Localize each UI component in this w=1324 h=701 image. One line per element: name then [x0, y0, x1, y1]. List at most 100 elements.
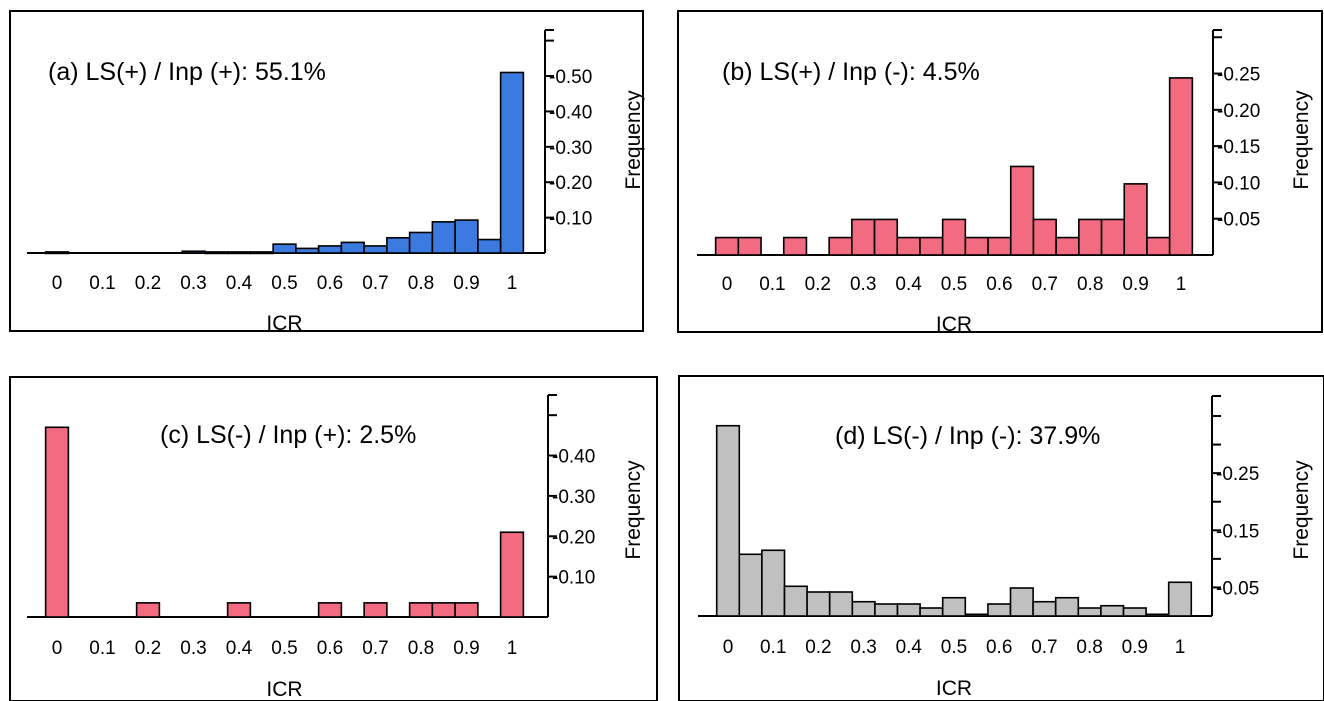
x-tick-label: 0 — [52, 273, 63, 294]
y-tick-label: -0.40 — [549, 102, 592, 123]
x-tick-label: 0.6 — [317, 273, 343, 294]
x-tick-label: 0.1 — [89, 638, 115, 659]
panel-title: (a) LS(+) / Inp (+): 55.1% — [48, 58, 326, 86]
x-tick-label: 0.9 — [453, 273, 479, 294]
histogram-bar — [828, 236, 853, 256]
x-tick-label: 1 — [1176, 274, 1187, 295]
panel-c: 0 0.1 0.2 0.3 0.4 0.5 0.6 0.7 0.8 0.9 1 -0.10 -0.20 -… — [9, 376, 658, 701]
x-tick-label: 0.5 — [271, 273, 297, 294]
histogram-bar — [1167, 581, 1193, 617]
histogram-bar — [896, 603, 921, 617]
histogram-bar — [964, 236, 989, 256]
histogram-bar — [783, 585, 808, 617]
x-tick-label: 0.4 — [226, 638, 253, 659]
histogram-bar — [340, 241, 365, 254]
histogram-bar — [431, 221, 456, 254]
histogram-bar — [408, 231, 434, 254]
y-axis-label: Frequency — [1290, 90, 1313, 190]
histogram-bar — [851, 600, 876, 617]
histogram-bar — [204, 251, 229, 255]
x-tick-label: 0.8 — [408, 273, 434, 294]
histogram-bar — [987, 236, 1012, 256]
panel-frame — [9, 10, 644, 332]
panel-d: 0 0.1 0.2 0.3 0.4 0.5 0.6 0.7 0.8 0.9 1 -0.05 -0.15 -… — [678, 375, 1324, 701]
x-tick-label: 0.7 — [1032, 274, 1058, 295]
x-tick-label: 0.4 — [896, 637, 923, 658]
x-tick-label: 1 — [1175, 637, 1186, 658]
histogram-bar — [874, 603, 899, 617]
y-tick-label: -0.15 — [1216, 521, 1259, 542]
y-tick-label: -0.10 — [549, 209, 592, 230]
x-tick-label: 0.8 — [408, 638, 434, 659]
x-tick-label: 0.8 — [1076, 637, 1102, 658]
histogram-bar — [249, 251, 274, 255]
y-axis-label: Frequency — [622, 460, 645, 560]
x-tick-label: 0.2 — [805, 274, 831, 295]
histogram-bar — [896, 236, 921, 256]
histogram-bar — [1168, 77, 1194, 256]
histogram-bar — [1032, 218, 1057, 256]
histogram-bar — [1009, 165, 1035, 256]
x-tick-label: 0 — [723, 637, 734, 658]
histogram-bar — [715, 424, 741, 617]
x-tick-label: 0.2 — [135, 638, 161, 659]
y-tick-label: -0.30 — [552, 487, 595, 508]
x-tick-label: 0.3 — [180, 273, 206, 294]
x-tick-label: 0.6 — [986, 637, 1012, 658]
histogram-bar — [499, 71, 525, 254]
x-tick-label: 0.7 — [362, 638, 388, 659]
x-axis-label: ICR — [936, 313, 972, 336]
x-tick-label: 0.9 — [1122, 637, 1148, 658]
panel-b: 0 0.1 0.2 0.3 0.4 0.5 0.6 0.7 0.8 0.9 1 -0.05 -0.10 -… — [677, 10, 1323, 336]
histogram-bar — [454, 602, 479, 618]
histogram-bar — [226, 251, 252, 255]
histogram-bar — [1032, 600, 1057, 617]
x-tick-label: 0.1 — [89, 273, 115, 294]
histogram-bar — [386, 236, 411, 254]
x-tick-label: 0.5 — [271, 638, 297, 659]
histogram-bar — [363, 602, 388, 618]
x-tick-label: 0.4 — [226, 273, 253, 294]
y-tick-label: -0.05 — [1217, 210, 1260, 231]
y-tick-label: -0.10 — [1217, 173, 1260, 194]
panel-a: 0 0.1 0.2 0.3 0.4 0.5 0.6 0.7 0.8 0.9 1 -0.10 -0.20 -… — [9, 10, 645, 335]
histogram-bar — [1100, 604, 1125, 617]
histogram-bar — [714, 236, 740, 256]
histogram-bar — [363, 245, 388, 254]
histogram-bar — [499, 531, 525, 618]
histogram-bar — [828, 591, 854, 617]
panel-frame — [9, 376, 658, 701]
x-axis-label: ICR — [266, 678, 302, 701]
histogram-bar — [1078, 218, 1103, 256]
y-tick-label: -0.25 — [1216, 464, 1259, 485]
histogram-bar — [1100, 218, 1126, 256]
histogram-bar — [1054, 596, 1080, 617]
histogram-bar — [941, 218, 967, 256]
y-tick-label: -0.20 — [1217, 101, 1260, 122]
histogram-bar — [1055, 236, 1080, 256]
histogram-bar — [806, 591, 831, 617]
x-tick-label: 0.5 — [941, 637, 967, 658]
histogram-bar — [44, 426, 70, 618]
x-tick-label: 0.4 — [895, 274, 922, 295]
y-tick-label: -0.10 — [552, 568, 595, 589]
y-axis-label: Frequency — [1290, 460, 1313, 560]
x-tick-label: 1 — [507, 273, 518, 294]
histogram-bar — [964, 613, 989, 617]
histogram-bar — [477, 238, 502, 254]
histogram-bar — [919, 236, 944, 256]
panel-title: (b) LS(+) / Inp (-): 4.5% — [722, 58, 980, 86]
x-tick-label: 0.2 — [135, 273, 161, 294]
histogram-bar — [44, 251, 70, 255]
y-axis-label: Frequency — [622, 90, 645, 190]
histogram-bar — [919, 607, 944, 617]
x-tick-label: 0.3 — [180, 638, 206, 659]
x-tick-label: 0.6 — [986, 274, 1012, 295]
x-axis-label: ICR — [936, 677, 972, 700]
histogram-bar — [987, 603, 1012, 617]
x-tick-label: 0.6 — [317, 638, 343, 659]
panel-frame — [677, 10, 1323, 333]
histogram-bar — [873, 218, 899, 256]
histogram-bar — [1146, 236, 1171, 256]
x-tick-label: 0.2 — [805, 637, 831, 658]
